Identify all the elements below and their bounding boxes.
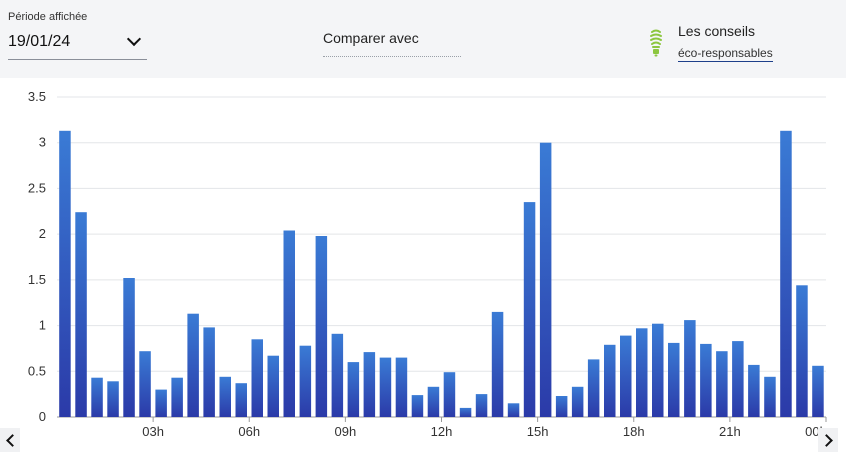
chart-bar[interactable]	[315, 236, 328, 417]
compare-underline	[323, 56, 461, 57]
chart-bar[interactable]	[491, 311, 504, 417]
x-tick-label: 15h	[527, 424, 549, 439]
x-tick-label: 09h	[335, 424, 357, 439]
tips-title: Les conseils	[678, 23, 756, 39]
y-tick-label: 2.5	[28, 180, 46, 195]
chart-bar[interactable]	[764, 376, 776, 417]
y-tick-label: 0	[39, 409, 46, 424]
chart-bar[interactable]	[716, 351, 728, 417]
chevron-left-icon	[6, 434, 19, 447]
y-axis-labels: 0 0.5 1 1.5 2 2.5 3 3.5	[28, 89, 46, 424]
eco-bulb-icon	[650, 29, 662, 57]
x-tick-label: 03h	[142, 424, 164, 439]
chart-bar[interactable]	[748, 364, 760, 417]
eco-tips-link[interactable]: éco-responsables	[678, 46, 773, 62]
chart-bar[interactable]	[507, 403, 520, 417]
x-axis-labels: 03h 06h 09h 12h 15h 18h 21h 00h	[142, 417, 827, 439]
chart-bar[interactable]	[587, 359, 600, 417]
compare-with-select[interactable]: Comparer avec	[323, 30, 419, 46]
x-tick-label: 12h	[431, 424, 453, 439]
y-tick-label: 1	[39, 318, 46, 333]
chart-bars	[59, 130, 824, 418]
chart-bar[interactable]	[283, 230, 296, 418]
chart-bar[interactable]	[139, 351, 151, 417]
chevron-down-icon[interactable]	[126, 31, 142, 47]
chart-bar[interactable]	[251, 339, 264, 417]
chart-bar[interactable]	[636, 328, 648, 417]
chart-bar[interactable]	[684, 320, 696, 417]
chart-bar[interactable]	[331, 333, 344, 417]
chart-bar[interactable]	[299, 345, 312, 417]
period-value: 19/01/24	[8, 33, 71, 50]
chart-bar[interactable]	[171, 377, 183, 417]
top-bar: Période affichée 19/01/24 Comparer avec …	[0, 0, 846, 78]
chart-bar[interactable]	[796, 285, 808, 417]
chart-bar[interactable]	[620, 335, 632, 417]
chart-bar[interactable]	[475, 394, 488, 417]
chart-bar[interactable]	[379, 357, 392, 417]
chart-bar[interactable]	[668, 342, 680, 417]
y-tick-label: 3.5	[28, 89, 46, 104]
chart-bar[interactable]	[700, 343, 712, 417]
y-tick-label: 2	[39, 226, 46, 241]
chart-bar[interactable]	[395, 357, 408, 417]
chart-bar[interactable]	[732, 341, 744, 417]
chevron-right-icon	[820, 434, 833, 447]
chart-bar[interactable]	[780, 130, 792, 418]
y-tick-label: 0.5	[28, 363, 46, 378]
next-button[interactable]	[818, 428, 838, 452]
chart-bar[interactable]	[123, 278, 135, 417]
chart-bar[interactable]	[555, 396, 568, 417]
y-tick-label: 1.5	[28, 272, 46, 287]
chart-bar[interactable]	[812, 365, 824, 417]
chart-bar[interactable]	[411, 395, 424, 417]
chart-bar[interactable]	[235, 383, 248, 417]
consumption-chart: 0 0.5 1 1.5 2 2.5 3 3.5 03h 06h 09h 12h 15h 18h 21h 0 0…	[28, 89, 827, 439]
chart-bar[interactable]	[203, 327, 215, 417]
chart-bar[interactable]	[91, 377, 103, 417]
period-select[interactable]: 19/01/24	[8, 28, 147, 60]
chart-bar[interactable]	[652, 323, 664, 417]
chart-bar[interactable]	[187, 313, 199, 417]
chart-bar[interactable]	[539, 142, 552, 417]
period-label: Période affichée	[8, 11, 88, 23]
y-tick-label: 3	[39, 135, 46, 150]
chart-bar[interactable]	[219, 376, 232, 417]
x-tick-label: 21h	[719, 424, 741, 439]
chart-bar[interactable]	[604, 344, 616, 417]
chart-grid	[57, 96, 826, 418]
x-tick-label: 06h	[238, 424, 260, 439]
chart-bar[interactable]	[427, 386, 440, 417]
chart-bar[interactable]	[443, 372, 456, 417]
chart-bar[interactable]	[107, 381, 119, 417]
chart-bar[interactable]	[75, 212, 87, 417]
chart-bar[interactable]	[363, 352, 376, 417]
chart-bar[interactable]	[523, 202, 536, 417]
chart-bar[interactable]	[459, 407, 472, 417]
x-tick-label: 18h	[623, 424, 645, 439]
chart-bar[interactable]	[155, 389, 167, 417]
chart-bar[interactable]	[571, 386, 584, 417]
chart-bar[interactable]	[347, 362, 360, 417]
chart-bar[interactable]	[59, 130, 71, 418]
previous-button[interactable]	[0, 428, 20, 452]
chart-bar[interactable]	[267, 355, 280, 417]
